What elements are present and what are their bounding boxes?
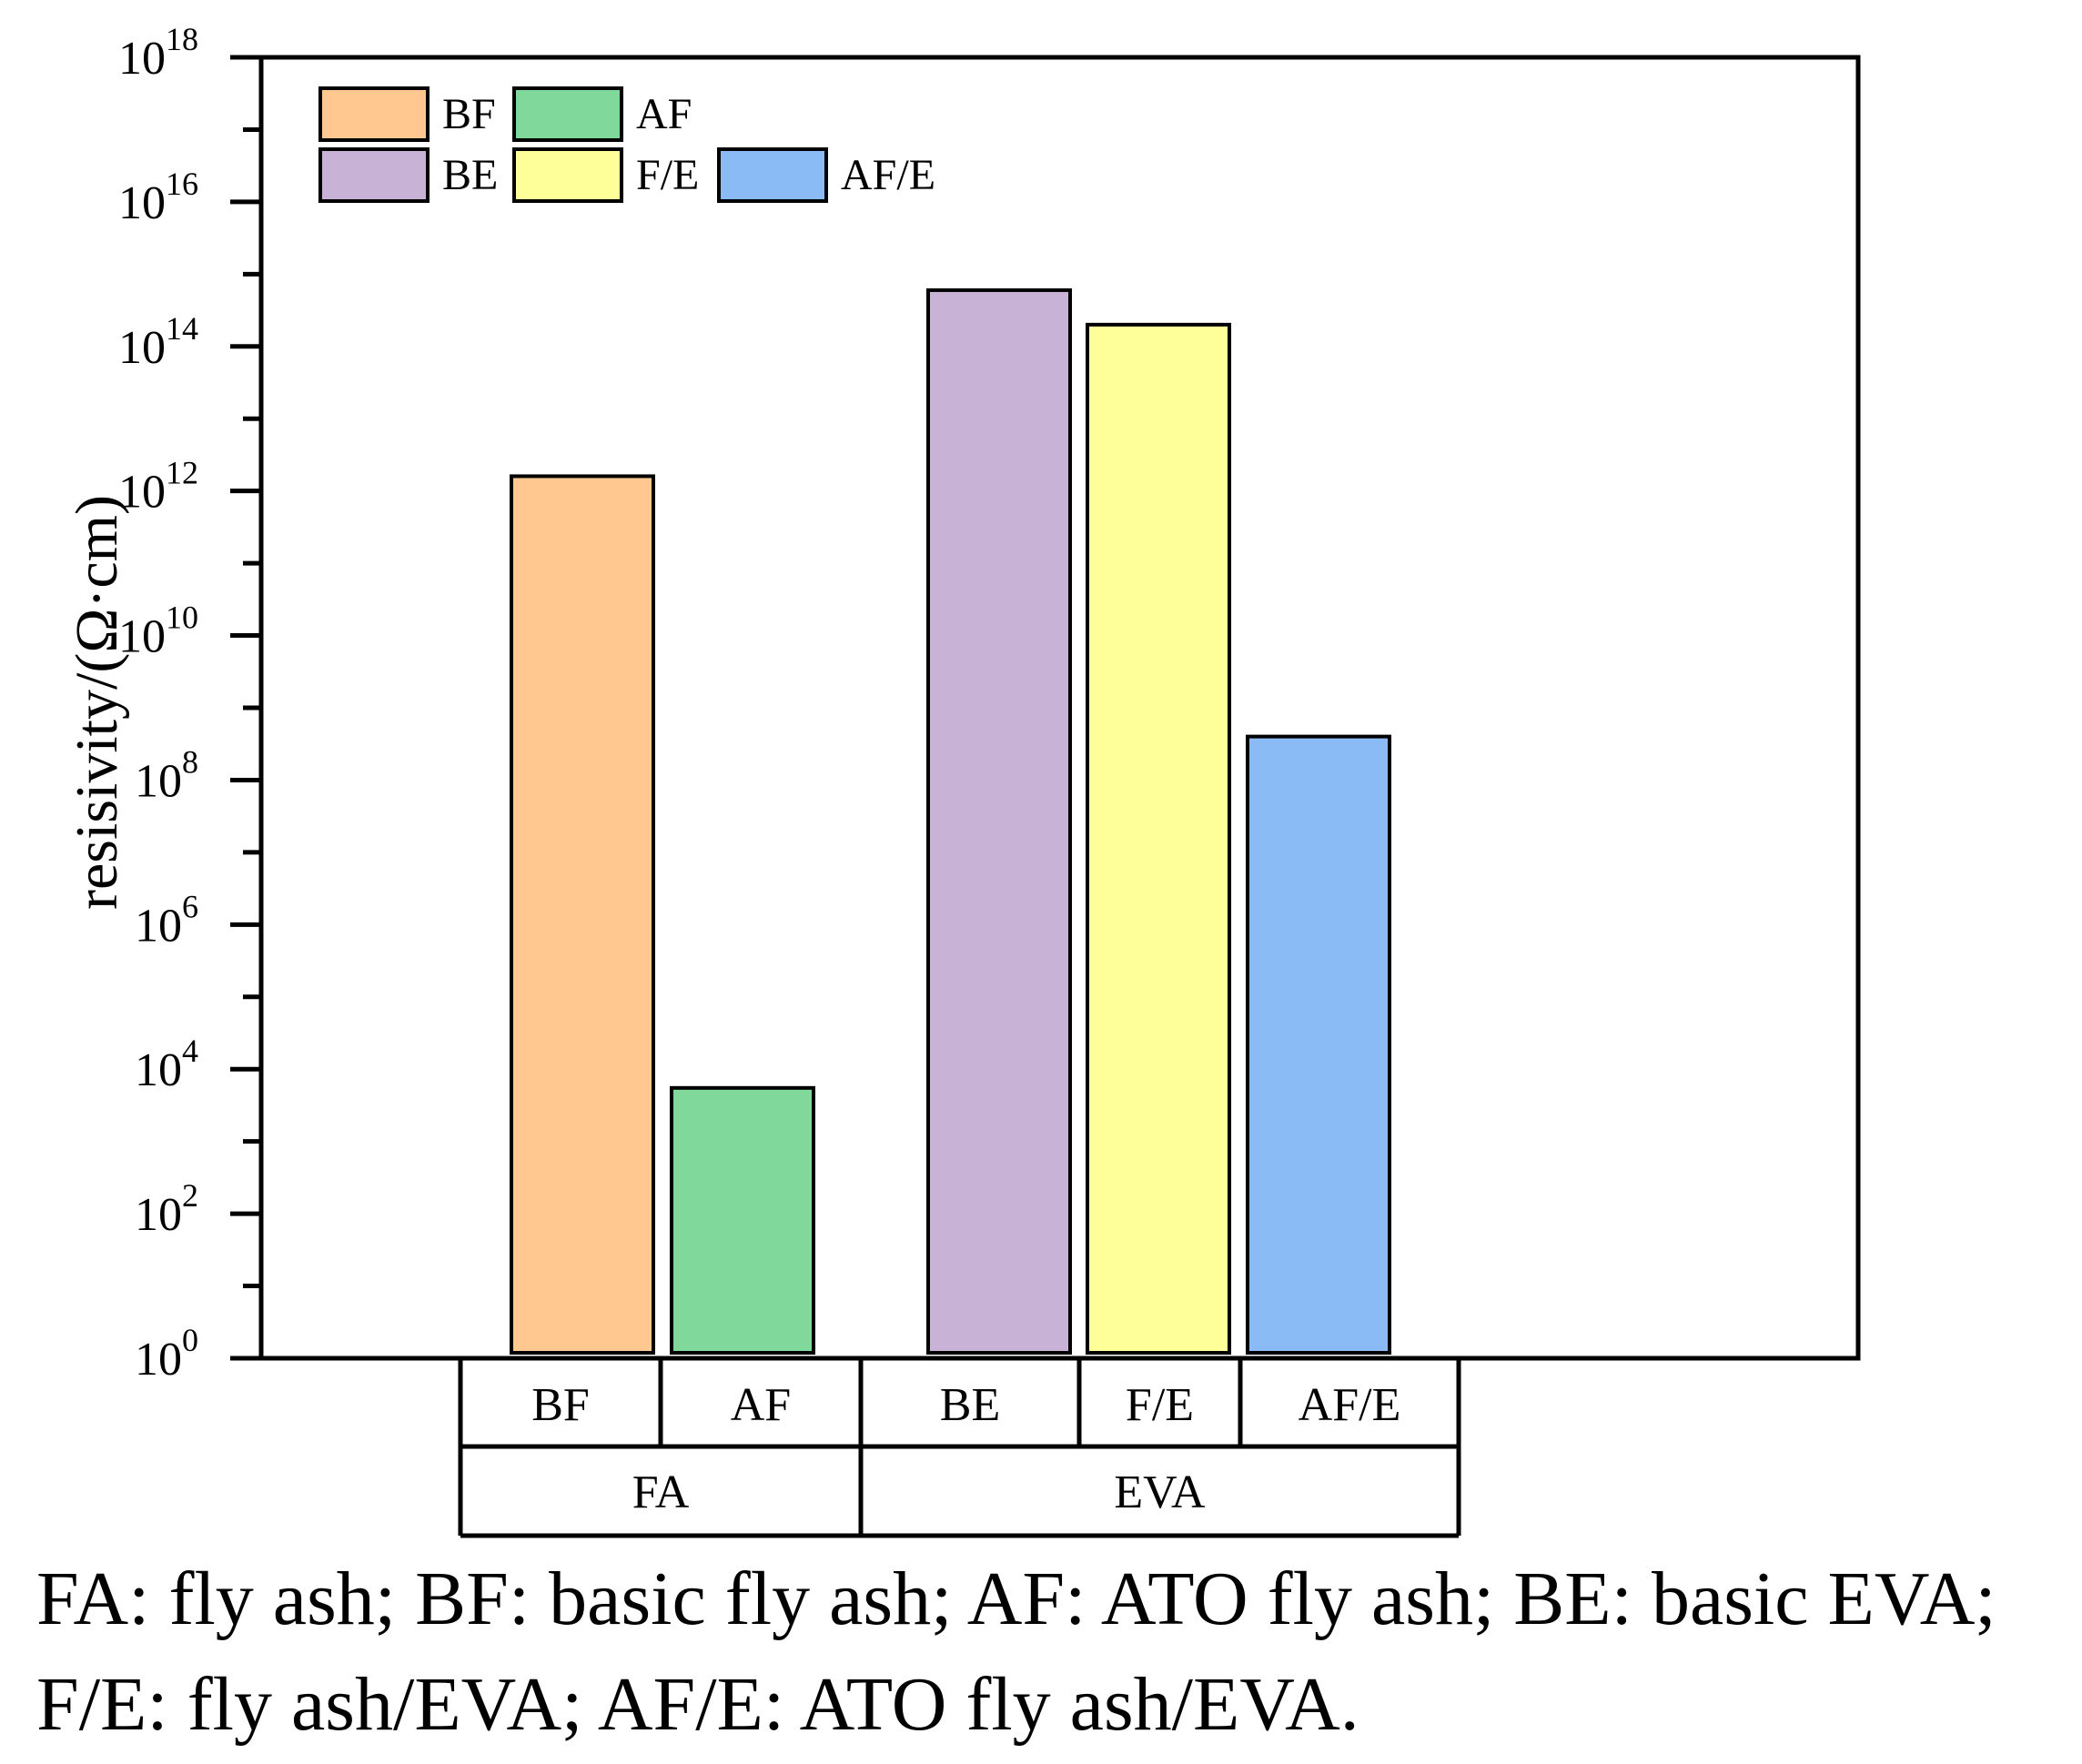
bar-bf — [510, 474, 655, 1355]
y-tick-label: 1010 — [118, 600, 198, 663]
legend-label: AF — [636, 90, 692, 138]
legend: BF AF BE F/E AF/E — [318, 86, 935, 203]
legend-label: F/E — [636, 151, 699, 199]
y-tick-label: 100 — [135, 1322, 198, 1386]
x-category-label: BF — [531, 1379, 590, 1431]
legend-swatch — [318, 86, 430, 142]
x-category-label: AF — [731, 1379, 791, 1431]
legend-swatch — [318, 147, 430, 203]
legend-label: BE — [442, 151, 498, 199]
y-axis-title: resisivity/(Ω·cm) — [64, 495, 130, 910]
y-tick-label: 1014 — [118, 310, 198, 374]
bar-f-e — [1086, 322, 1231, 1355]
y-tick-label: 104 — [135, 1033, 198, 1096]
caption-line-1: FA: fly ash; BF: basic fly ash; AF: ATO … — [36, 1557, 1996, 1641]
x-group-label: EVA — [1114, 1467, 1206, 1518]
y-tick-label: 1018 — [118, 21, 198, 85]
bar-af — [670, 1085, 815, 1356]
legend-label: BF — [442, 90, 496, 138]
bars — [510, 287, 1391, 1356]
legend-label: AF/E — [841, 151, 935, 199]
y-tick-label: 102 — [135, 1177, 198, 1241]
legend-swatch — [512, 86, 623, 142]
category-axis-table: BF AF BE F/E AF/E FA EVA — [458, 1358, 1461, 1538]
y-axis-title-group: resisivity/(Ω·cm) — [64, 495, 130, 910]
bar-be — [926, 287, 1072, 1355]
x-category-label: BE — [940, 1379, 1000, 1431]
y-tick-label: 108 — [135, 743, 198, 807]
y-tick-label: 106 — [135, 888, 198, 952]
x-group-label: FA — [632, 1467, 690, 1518]
bar-af-e — [1246, 734, 1391, 1355]
legend-swatch — [717, 147, 828, 203]
plot-area-frame — [258, 55, 1861, 1361]
legend-swatch — [512, 147, 623, 203]
caption-line-2: F/E: fly ash/EVA; AF/E: ATO fly ash/EVA. — [36, 1662, 1359, 1747]
x-category-label: F/E — [1126, 1379, 1194, 1431]
y-tick-label: 1012 — [118, 455, 198, 519]
y-axis-ticks: 100 102 104 106 108 1010 1012 1014 1016 1018 — [118, 21, 261, 1386]
x-category-label: AF/E — [1299, 1379, 1401, 1431]
y-tick-label: 1016 — [118, 166, 198, 229]
